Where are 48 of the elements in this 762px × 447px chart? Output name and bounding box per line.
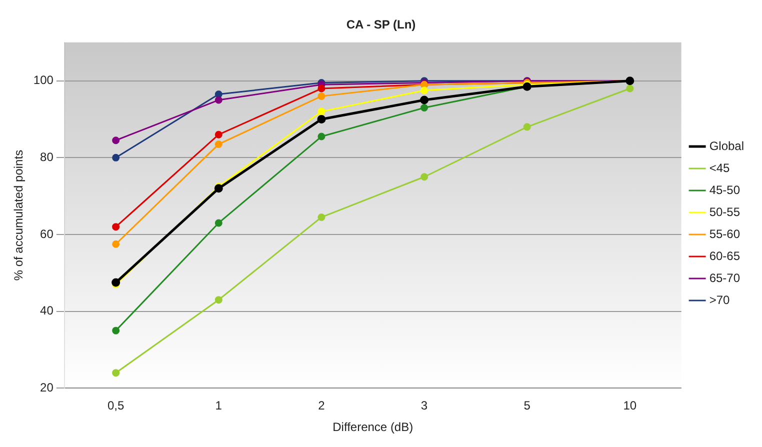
point — [214, 296, 222, 304]
point — [214, 90, 222, 98]
point — [317, 114, 326, 124]
x-tick-label: 2 — [318, 398, 326, 413]
chart-title: CA - SP (Ln) — [346, 18, 416, 32]
point — [420, 86, 428, 94]
legend-label: <45 — [709, 160, 730, 175]
point — [318, 213, 326, 221]
point — [214, 184, 223, 193]
legend-label: 60-65 — [709, 248, 740, 263]
y-tick-label: 100 — [33, 73, 54, 88]
point — [318, 132, 326, 140]
y-tick-label: 60 — [40, 226, 54, 241]
legend-label: 45-50 — [709, 182, 740, 197]
point — [112, 326, 120, 334]
y-axis-title: % of accumulated points — [12, 150, 26, 281]
point — [420, 96, 429, 104]
y-tick-label: 40 — [40, 304, 54, 318]
legend-label: 65-70 — [709, 270, 740, 285]
x-tick-label: 10 — [623, 398, 637, 413]
legend-label: 55-60 — [709, 226, 740, 241]
point — [112, 278, 120, 287]
point — [112, 240, 120, 248]
point — [112, 154, 120, 162]
x-axis-title: Difference (dB) — [332, 420, 414, 434]
x-tick-label: 1 — [215, 398, 222, 413]
x-tick-label: 0,5 — [107, 398, 124, 413]
point — [214, 130, 222, 138]
legend-label: >70 — [709, 292, 730, 307]
point — [318, 84, 326, 92]
point — [420, 104, 428, 112]
x-tick-label: 3 — [420, 398, 428, 413]
y-tick-label: 20 — [40, 380, 54, 395]
legend-label: Global — [709, 138, 744, 153]
point — [318, 108, 326, 116]
point — [112, 369, 120, 377]
point — [523, 123, 531, 131]
point — [318, 92, 326, 100]
point — [214, 140, 222, 148]
y-tick-label: 80 — [40, 150, 54, 164]
point — [112, 136, 120, 144]
x-tick-label: 5 — [524, 398, 531, 413]
point — [214, 219, 222, 227]
point — [626, 84, 634, 92]
point — [214, 96, 222, 104]
point — [420, 173, 428, 181]
point — [112, 223, 120, 231]
legend-label: 50-55 — [709, 204, 740, 219]
